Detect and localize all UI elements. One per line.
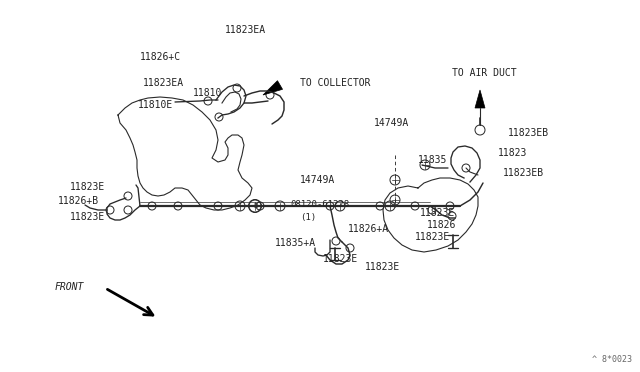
Text: 11823E: 11823E xyxy=(70,212,105,222)
Text: 11826+C: 11826+C xyxy=(140,52,181,62)
Text: 11826: 11826 xyxy=(427,220,456,230)
Text: 11823E: 11823E xyxy=(365,262,400,272)
Text: 11823E: 11823E xyxy=(415,232,451,242)
Text: 11810: 11810 xyxy=(193,88,222,98)
Text: TO COLLECTOR: TO COLLECTOR xyxy=(300,78,371,88)
Text: 11826+B: 11826+B xyxy=(58,196,99,206)
Text: 11823: 11823 xyxy=(498,148,527,158)
Text: 11835+A: 11835+A xyxy=(275,238,316,248)
Text: 11823E: 11823E xyxy=(70,182,105,192)
Text: TO AIR DUCT: TO AIR DUCT xyxy=(452,68,516,78)
Text: 11826+A: 11826+A xyxy=(348,224,389,234)
Polygon shape xyxy=(475,90,485,108)
Text: 11823EB: 11823EB xyxy=(503,168,544,178)
Text: 14749A: 14749A xyxy=(300,175,335,185)
Text: (1): (1) xyxy=(300,213,316,222)
Text: 11835: 11835 xyxy=(418,155,447,165)
Text: 11823EA: 11823EA xyxy=(225,25,266,35)
Text: 14749A: 14749A xyxy=(374,118,409,128)
Text: FRONT: FRONT xyxy=(55,282,84,292)
Text: ^ 8*0023: ^ 8*0023 xyxy=(592,355,632,364)
Text: 11823EB: 11823EB xyxy=(508,128,549,138)
Text: 11823E: 11823E xyxy=(420,208,455,218)
Text: 11823E: 11823E xyxy=(323,254,358,264)
Text: B: B xyxy=(253,203,257,209)
Text: 11810E: 11810E xyxy=(138,100,173,110)
Polygon shape xyxy=(263,81,282,95)
Text: 08120-61228: 08120-61228 xyxy=(290,200,349,209)
Text: 11823EA: 11823EA xyxy=(143,78,184,88)
